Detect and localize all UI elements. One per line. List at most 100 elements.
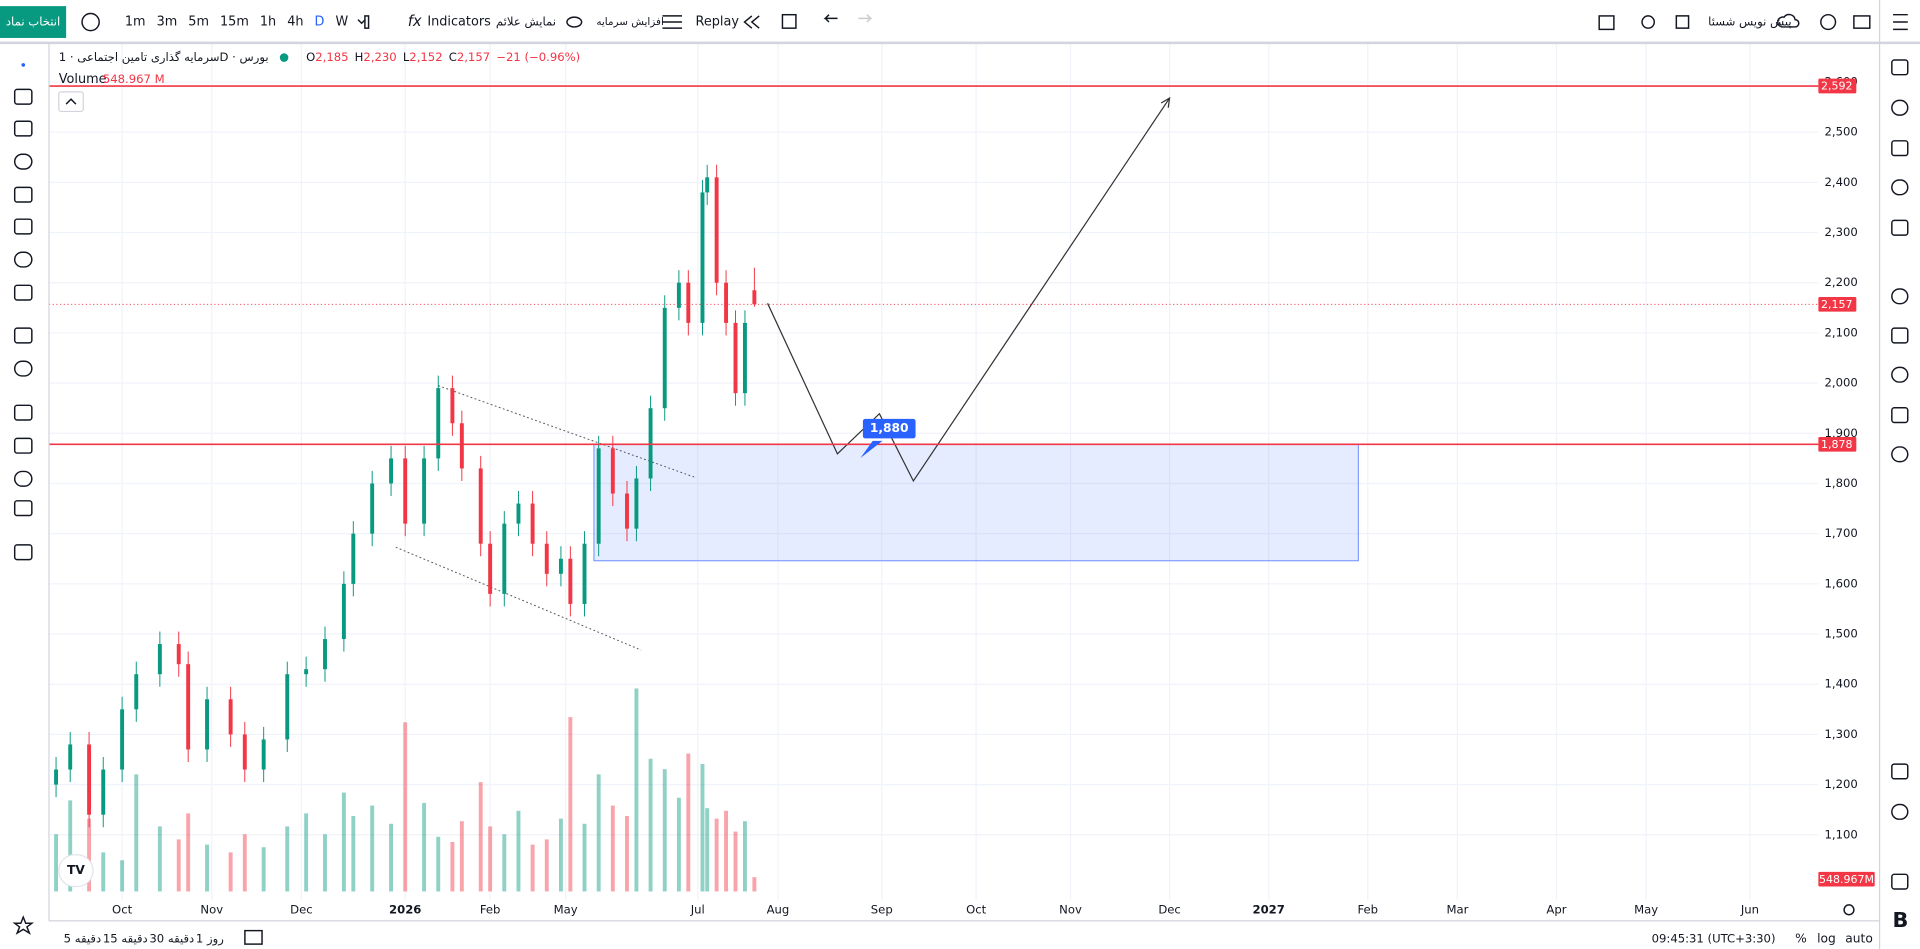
market-status-dot bbox=[279, 53, 289, 62]
symbol-button-label[interactable]: انتخاب نماد bbox=[6, 15, 60, 29]
volume-badge-label: 548.967M bbox=[1819, 873, 1874, 886]
indicators-button[interactable]: Indicators bbox=[427, 15, 491, 30]
date-range-icon[interactable] bbox=[244, 929, 263, 945]
sidebar-icon[interactable] bbox=[1891, 407, 1909, 424]
interval-button[interactable]: 3m bbox=[157, 15, 178, 30]
axis-option[interactable]: auto bbox=[1845, 932, 1873, 946]
sidebar-icon[interactable] bbox=[1891, 803, 1909, 820]
candle-icon[interactable] bbox=[364, 15, 370, 29]
camera-icon[interactable] bbox=[1853, 15, 1871, 29]
candle-body bbox=[596, 448, 601, 544]
tool-icon[interactable] bbox=[13, 404, 33, 421]
y-tick-label: 1,500 bbox=[1824, 627, 1857, 641]
tool-icon[interactable] bbox=[13, 186, 33, 203]
tool-icon[interactable] bbox=[13, 327, 33, 344]
eye-icon[interactable] bbox=[566, 16, 583, 28]
range-button[interactable]: 15 دقیقه bbox=[103, 932, 148, 946]
fullscreen-box-icon[interactable] bbox=[1598, 15, 1615, 31]
sidebar-icon[interactable] bbox=[1891, 327, 1909, 344]
candle-body bbox=[662, 307, 667, 409]
show-signals-button[interactable]: نمایش علائم bbox=[496, 15, 556, 30]
candle-body bbox=[705, 177, 710, 193]
y-tick-label: 1,700 bbox=[1824, 526, 1857, 540]
tool-icon[interactable] bbox=[13, 153, 33, 170]
tool-icon[interactable] bbox=[13, 88, 33, 105]
volume-bar bbox=[228, 852, 233, 892]
candle-body bbox=[752, 290, 757, 305]
add-symbol-icon[interactable] bbox=[81, 12, 100, 32]
sidebar-icon[interactable] bbox=[1891, 366, 1909, 383]
gear-icon[interactable] bbox=[1820, 13, 1837, 31]
interval-button[interactable]: 1h bbox=[260, 15, 276, 30]
x-tick-label: Mar bbox=[1446, 902, 1468, 916]
alert-icon[interactable] bbox=[1641, 15, 1656, 29]
expand-icon[interactable] bbox=[1675, 15, 1690, 29]
tool-icon[interactable] bbox=[13, 360, 33, 377]
draft-button[interactable]: پیش نویس شسئا bbox=[1708, 15, 1791, 30]
collapse-button[interactable] bbox=[58, 91, 84, 113]
tool-icon[interactable] bbox=[13, 437, 33, 454]
replay-button[interactable]: Replay bbox=[696, 15, 740, 30]
tool-icon[interactable] bbox=[13, 500, 33, 517]
volume-bar bbox=[676, 797, 681, 892]
interval-button[interactable]: 15m bbox=[220, 15, 249, 30]
tool-icon[interactable] bbox=[13, 284, 33, 301]
layout-icon[interactable] bbox=[781, 13, 797, 29]
candle-body bbox=[625, 493, 629, 529]
candle-body bbox=[610, 448, 615, 494]
axis-option[interactable]: log bbox=[1817, 932, 1836, 946]
sidebar-icon[interactable] bbox=[1891, 446, 1909, 463]
sidebar-icon[interactable] bbox=[1891, 288, 1909, 305]
tool-icon[interactable] bbox=[13, 218, 33, 235]
interval-button[interactable]: 4h bbox=[287, 15, 303, 30]
tool-icon[interactable] bbox=[13, 470, 33, 487]
interval-dropdown[interactable] bbox=[357, 19, 366, 25]
ohlc-value: 2,157 bbox=[457, 50, 490, 64]
axis-settings-icon[interactable] bbox=[1843, 904, 1855, 916]
candle-body bbox=[389, 458, 394, 484]
replay-icon[interactable] bbox=[743, 15, 760, 29]
menu-icon[interactable] bbox=[1893, 13, 1908, 31]
interval-button[interactable]: 5m bbox=[188, 15, 209, 30]
sidebar-icon[interactable] bbox=[1891, 59, 1909, 76]
sidebar-icon[interactable] bbox=[1891, 873, 1909, 890]
symbol-button[interactable] bbox=[0, 6, 67, 38]
undo-icon[interactable] bbox=[823, 14, 838, 23]
volume-bar bbox=[101, 852, 106, 892]
cloud-icon[interactable] bbox=[1777, 13, 1800, 28]
fx-icon[interactable]: fx bbox=[408, 13, 422, 30]
candle-body bbox=[120, 709, 125, 770]
sidebar-icon[interactable] bbox=[1891, 179, 1909, 196]
favorites-icon[interactable] bbox=[12, 915, 35, 935]
interval-button[interactable]: W bbox=[335, 15, 348, 30]
tool-icon[interactable] bbox=[13, 544, 33, 561]
sidebar-icon[interactable] bbox=[1891, 99, 1909, 116]
volume-bar bbox=[582, 823, 587, 892]
y-tick-label: 2,400 bbox=[1824, 175, 1857, 189]
interval-button[interactable]: 1m bbox=[125, 15, 146, 30]
x-tick-label: Feb bbox=[480, 902, 501, 916]
settings-icon[interactable] bbox=[662, 15, 683, 29]
capital-increase-button[interactable]: افزایش سرمایه bbox=[596, 16, 664, 28]
tool-icon[interactable] bbox=[13, 120, 33, 137]
sidebar-icon[interactable] bbox=[1891, 219, 1909, 236]
volume-bar bbox=[459, 821, 464, 892]
range-button[interactable]: 5 دقیقه bbox=[64, 932, 101, 946]
volume-bar bbox=[351, 815, 356, 892]
tool-icon[interactable] bbox=[21, 63, 26, 67]
sidebar-icon[interactable] bbox=[1891, 763, 1909, 780]
redo-icon[interactable] bbox=[858, 14, 873, 23]
axis-option[interactable]: % bbox=[1795, 932, 1807, 946]
x-tick-label: Feb bbox=[1357, 902, 1378, 916]
range-button[interactable]: 1 روز bbox=[196, 932, 224, 947]
candle-body bbox=[686, 282, 691, 323]
interval-button[interactable]: D bbox=[315, 15, 325, 30]
y-tick-label: 1,100 bbox=[1824, 827, 1857, 841]
tool-icon[interactable] bbox=[13, 251, 33, 268]
volume-bar bbox=[478, 782, 483, 892]
collapse-icon[interactable] bbox=[65, 98, 77, 105]
volume-bar bbox=[700, 763, 705, 892]
candle-body bbox=[544, 543, 549, 574]
sidebar-icon[interactable] bbox=[1891, 140, 1909, 157]
range-button[interactable]: 30 دقیقه bbox=[149, 932, 194, 946]
